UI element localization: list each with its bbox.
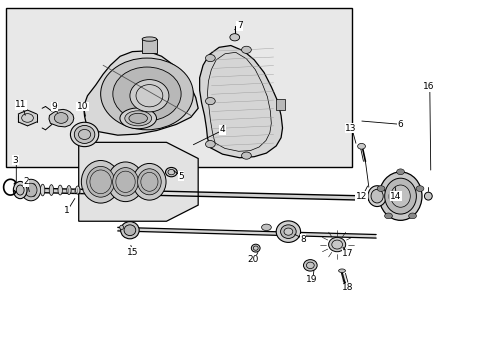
Text: 18: 18 xyxy=(342,283,353,292)
Text: 7: 7 xyxy=(236,21,242,30)
Ellipse shape xyxy=(75,186,80,194)
Text: 5: 5 xyxy=(178,172,183,181)
Polygon shape xyxy=(83,51,198,135)
Ellipse shape xyxy=(276,221,300,242)
Circle shape xyxy=(241,46,251,53)
Text: 19: 19 xyxy=(305,275,317,284)
Text: 10: 10 xyxy=(77,102,88,111)
Ellipse shape xyxy=(284,228,292,235)
Ellipse shape xyxy=(120,108,156,129)
Ellipse shape xyxy=(251,244,260,252)
Bar xyxy=(5,8,351,167)
Text: 12: 12 xyxy=(355,192,366,201)
Ellipse shape xyxy=(261,224,271,230)
Ellipse shape xyxy=(165,167,177,177)
Ellipse shape xyxy=(378,172,421,220)
Ellipse shape xyxy=(74,126,95,143)
Circle shape xyxy=(396,169,404,175)
Ellipse shape xyxy=(16,185,24,195)
Text: 16: 16 xyxy=(422,82,434,91)
Text: 3: 3 xyxy=(12,156,18,165)
Ellipse shape xyxy=(67,185,71,194)
Ellipse shape xyxy=(49,185,54,195)
Ellipse shape xyxy=(120,225,123,229)
Polygon shape xyxy=(20,188,375,201)
Circle shape xyxy=(205,98,215,105)
Ellipse shape xyxy=(93,187,97,193)
Bar xyxy=(276,99,285,110)
Ellipse shape xyxy=(58,185,62,195)
Ellipse shape xyxy=(367,186,386,207)
Circle shape xyxy=(241,152,251,159)
Ellipse shape xyxy=(102,187,106,193)
Ellipse shape xyxy=(424,192,431,200)
Ellipse shape xyxy=(113,67,181,121)
Ellipse shape xyxy=(32,184,36,196)
Ellipse shape xyxy=(124,111,151,126)
Ellipse shape xyxy=(81,161,120,203)
Polygon shape xyxy=(118,227,375,238)
Ellipse shape xyxy=(370,189,383,203)
Ellipse shape xyxy=(280,225,296,238)
Ellipse shape xyxy=(54,113,68,123)
Circle shape xyxy=(376,186,384,192)
Text: 1: 1 xyxy=(63,206,69,215)
Circle shape xyxy=(17,110,38,126)
Ellipse shape xyxy=(129,113,147,123)
Text: 6: 6 xyxy=(397,120,403,129)
Ellipse shape xyxy=(390,185,409,207)
Ellipse shape xyxy=(130,80,168,112)
Ellipse shape xyxy=(101,58,193,130)
Ellipse shape xyxy=(13,181,27,199)
Ellipse shape xyxy=(86,166,114,197)
Polygon shape xyxy=(49,109,74,127)
Text: 8: 8 xyxy=(300,235,305,244)
Bar xyxy=(142,39,157,53)
Circle shape xyxy=(384,213,391,219)
Ellipse shape xyxy=(25,183,37,197)
Ellipse shape xyxy=(70,122,99,147)
Ellipse shape xyxy=(303,260,317,271)
Text: 4: 4 xyxy=(219,125,225,134)
Polygon shape xyxy=(199,45,282,158)
Ellipse shape xyxy=(142,37,157,41)
Ellipse shape xyxy=(137,169,161,195)
Circle shape xyxy=(357,143,365,149)
Circle shape xyxy=(415,186,423,192)
Ellipse shape xyxy=(84,186,88,194)
Ellipse shape xyxy=(21,179,41,201)
Polygon shape xyxy=(79,142,198,221)
Ellipse shape xyxy=(41,184,45,196)
Ellipse shape xyxy=(328,237,345,252)
Text: 15: 15 xyxy=(126,248,138,257)
Ellipse shape xyxy=(121,222,139,239)
Ellipse shape xyxy=(133,163,166,200)
Circle shape xyxy=(408,213,416,219)
Text: 13: 13 xyxy=(345,123,356,132)
Circle shape xyxy=(229,34,239,41)
Circle shape xyxy=(205,54,215,62)
Ellipse shape xyxy=(124,225,136,235)
Circle shape xyxy=(205,140,215,148)
Text: 20: 20 xyxy=(247,255,259,264)
Ellipse shape xyxy=(107,162,143,202)
Text: 11: 11 xyxy=(16,100,27,109)
Text: 17: 17 xyxy=(342,249,353,258)
Ellipse shape xyxy=(112,168,138,196)
Ellipse shape xyxy=(338,269,345,273)
Text: 14: 14 xyxy=(389,192,401,201)
Text: 9: 9 xyxy=(51,102,57,111)
Text: 2: 2 xyxy=(23,177,29,186)
Ellipse shape xyxy=(384,178,415,214)
